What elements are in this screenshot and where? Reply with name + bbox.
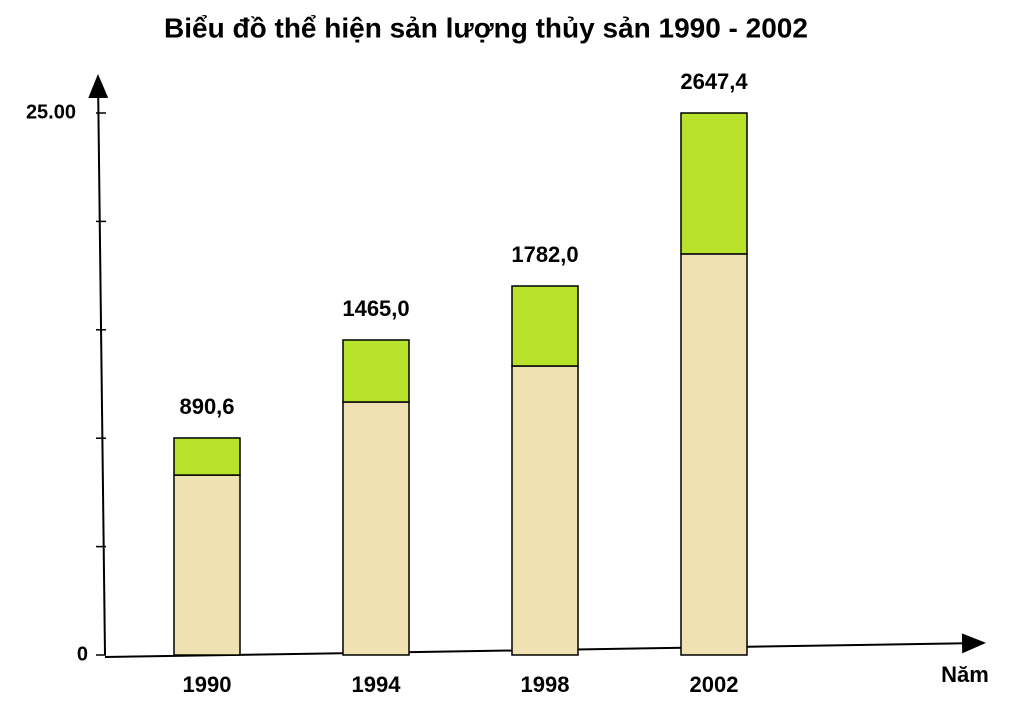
bar-segment — [511, 365, 579, 656]
bar-segment — [173, 437, 241, 476]
bar-segment — [342, 401, 410, 656]
bar-segment — [511, 285, 579, 367]
bar-segment — [173, 474, 241, 656]
bar-segment — [342, 339, 410, 403]
bar-segment — [680, 253, 748, 656]
x-tick-label: 1990 — [183, 672, 232, 697]
x-axis-label: Năm — [941, 662, 989, 687]
y-tick-label: 25.00 — [26, 101, 76, 123]
total-label: 1465,0 — [342, 296, 409, 321]
bar-segment — [680, 112, 748, 255]
y-tick-label: 0 — [77, 643, 88, 665]
total-label: 2647,4 — [680, 69, 748, 94]
x-tick-label: 2002 — [690, 672, 739, 697]
total-label: 890,6 — [179, 394, 234, 419]
total-label: 1782,0 — [511, 242, 578, 267]
x-tick-label: 1994 — [352, 672, 402, 697]
y-axis — [88, 74, 109, 656]
chart-title: Biểu đồ thể hiện sản lượng thủy sản 1990… — [164, 12, 808, 43]
x-tick-label: 1998 — [521, 672, 570, 697]
